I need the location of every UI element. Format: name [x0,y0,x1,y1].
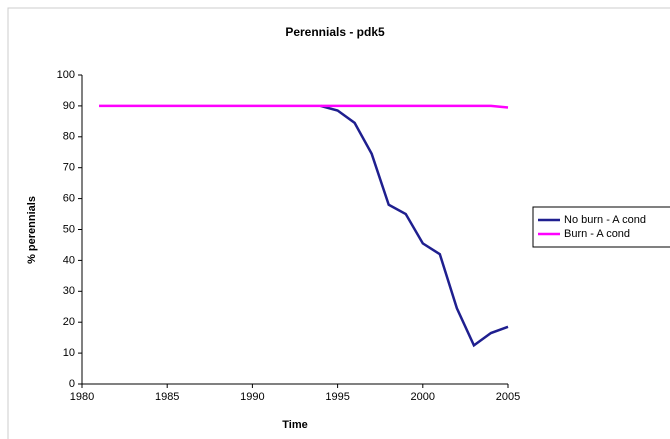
x-tick-label: 1985 [155,391,179,403]
y-tick-label: 10 [63,347,75,359]
x-tick-label: 1980 [70,391,94,403]
x-tick-label: 1990 [240,391,264,403]
x-axis-title: Time [282,419,307,431]
y-tick-label: 90 [63,100,75,112]
y-tick-label: 0 [69,378,75,390]
x-tick-label: 2005 [496,391,520,403]
x-tick-label: 2000 [411,391,435,403]
y-tick-label: 80 [63,131,75,143]
line-series [320,104,509,348]
y-tick-label: 40 [63,254,75,266]
chart-title: Perennials - pdk5 [285,25,385,39]
y-tick-label: 30 [63,285,75,297]
y-tick-label: 20 [63,316,75,328]
y-tick-label: 60 [63,193,75,205]
y-tick-label: 70 [63,162,75,174]
legend-label: Burn - A cond [564,228,630,240]
y-tick-label: 50 [63,223,75,235]
line-series [99,104,509,109]
x-tick-label: 1995 [325,391,349,403]
legend-label: No burn - A cond [564,214,646,226]
y-tick-label: 100 [57,69,75,81]
y-axis-title: % perennials [26,196,38,264]
legend-box [532,206,670,248]
